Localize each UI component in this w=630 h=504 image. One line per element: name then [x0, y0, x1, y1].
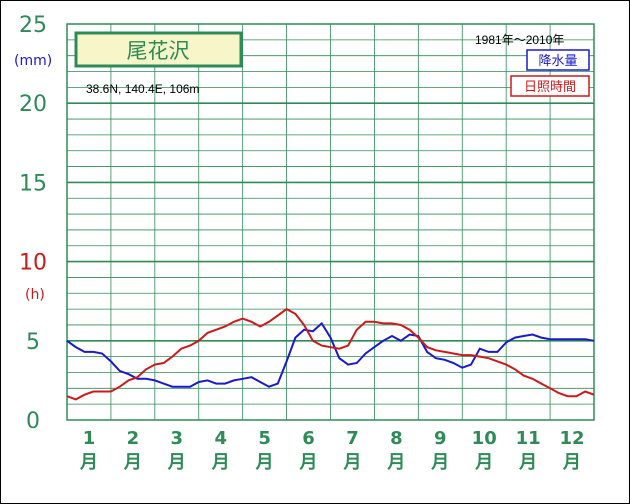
month-number-label: 7: [346, 428, 359, 449]
month-number-label: 2: [127, 428, 140, 449]
month-number-label: 6: [302, 428, 315, 449]
y-tick-label: 10: [19, 251, 47, 276]
series-sunshine-line: [66, 307, 595, 401]
y-tick-label: 25: [19, 13, 47, 38]
grid: [67, 24, 594, 420]
month-suffix-label: 月: [430, 452, 449, 473]
month-suffix-label: 月: [474, 452, 493, 473]
month-number-label: 5: [258, 428, 271, 449]
y-unit-mm: (mm): [14, 53, 52, 69]
y-tick-label: 20: [19, 92, 47, 117]
month-suffix-label: 月: [255, 452, 274, 473]
month-number-label: 12: [560, 428, 585, 449]
title-box: [74, 31, 243, 68]
month-suffix-label: 月: [386, 452, 405, 473]
legend-precip-box: [526, 49, 590, 71]
month-suffix-label: 月: [518, 452, 537, 473]
legend-precip-label: 降水量: [538, 54, 577, 69]
location-text: 38.6N, 140.4E, 106m: [86, 82, 199, 96]
month-labels: 1 月 2 月 3 月 4 月 5 月 6 月 7 月 8 月 9 月 10 月 11 月 12 月: [79, 428, 585, 473]
month-suffix-label: 月: [562, 452, 581, 473]
month-suffix-label: 月: [342, 452, 361, 473]
legend-sun-label: 日照時間: [524, 80, 576, 95]
month-suffix-label: 月: [211, 452, 230, 473]
month-number-label: 11: [516, 428, 541, 449]
series-precipitation-line: [66, 321, 595, 388]
month-number-label: 8: [390, 428, 403, 449]
month-number-label: 4: [214, 428, 227, 449]
y-tick-label: 15: [19, 171, 47, 196]
y-tick-labels: 0 5 10 15 20 25: [19, 13, 47, 434]
y-tick-label: 0: [26, 409, 40, 434]
chart-title: 尾花沢: [127, 39, 190, 63]
month-suffix-label: 月: [167, 452, 186, 473]
month-number-label: 10: [472, 428, 497, 449]
month-suffix-label: 月: [79, 452, 98, 473]
legend-sun-box: [510, 75, 590, 97]
month-number-label: 1: [83, 428, 96, 449]
period-text: 1981年～2010年: [475, 33, 564, 47]
month-number-label: 3: [171, 428, 184, 449]
month-suffix-label: 月: [123, 452, 142, 473]
month-number-label: 9: [434, 428, 447, 449]
y-unit-h: (h): [25, 287, 45, 303]
y-tick-label: 5: [26, 330, 40, 355]
month-suffix-label: 月: [299, 452, 318, 473]
